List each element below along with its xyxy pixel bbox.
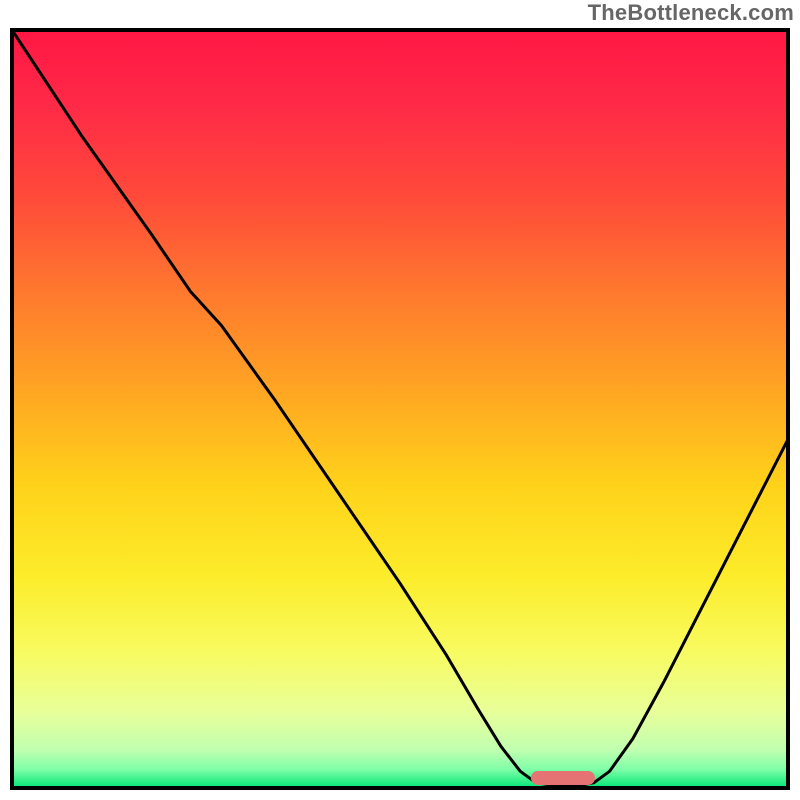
chart-background	[12, 30, 788, 788]
optimal-zone-marker	[531, 771, 595, 785]
bottleneck-chart	[0, 0, 800, 800]
watermark-text: TheBottleneck.com	[588, 0, 794, 26]
